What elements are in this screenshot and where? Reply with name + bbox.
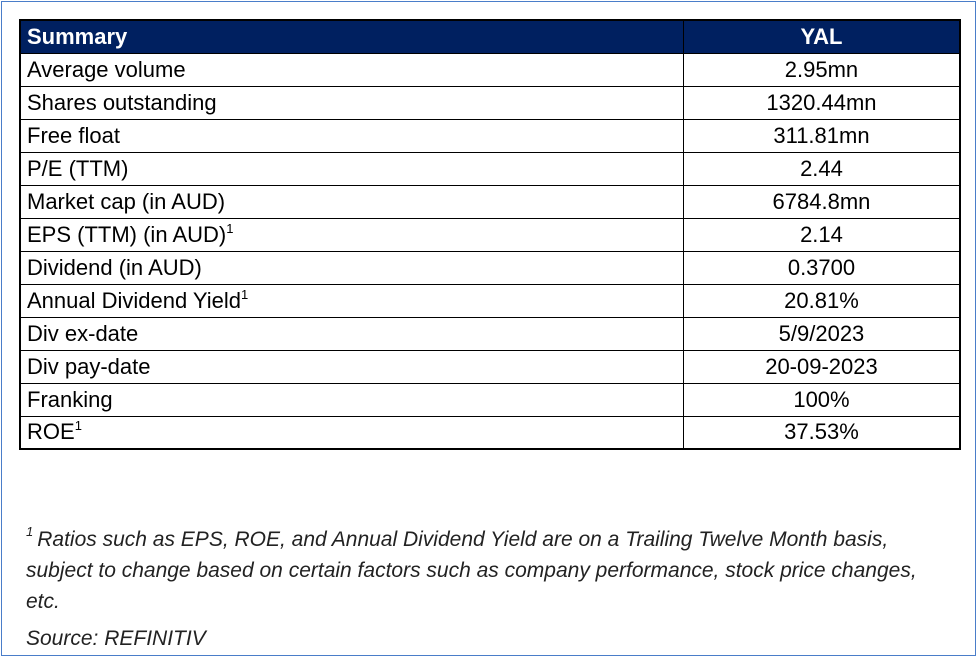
row-value: 20.81% bbox=[682, 283, 961, 318]
source-note: Source: REFINITIV bbox=[26, 627, 206, 650]
footnote-ref: 1 bbox=[74, 418, 82, 434]
table-row: Market cap (in AUD) 6784.8mn bbox=[18, 184, 961, 219]
row-label: Average volume bbox=[18, 52, 684, 87]
row-label-text: Dividend (in AUD) bbox=[27, 254, 202, 280]
footnote-text: Ratios such as EPS, ROE, and Annual Divi… bbox=[26, 528, 917, 613]
row-label-text: ROE bbox=[27, 419, 75, 445]
row-label: Shares outstanding bbox=[18, 85, 684, 120]
row-value: 311.81mn bbox=[682, 118, 961, 153]
row-value: 6784.8mn bbox=[682, 184, 961, 219]
row-label-text: EPS (TTM) (in AUD) bbox=[27, 221, 227, 247]
row-label: Annual Dividend Yield1 bbox=[18, 283, 684, 318]
row-label-text: Franking bbox=[27, 386, 113, 412]
row-label: Market cap (in AUD) bbox=[18, 184, 684, 219]
row-label-text: Market cap (in AUD) bbox=[27, 188, 226, 214]
table-row: ROE1 37.53% bbox=[18, 415, 961, 450]
row-label-text: Average volume bbox=[27, 56, 186, 82]
row-value: 2.14 bbox=[682, 217, 961, 252]
row-value: 2.95mn bbox=[682, 52, 961, 87]
row-label: EPS (TTM) (in AUD)1 bbox=[18, 217, 684, 252]
table-header-row: Summary YAL bbox=[18, 19, 961, 54]
table-row: Shares outstanding 1320.44mn bbox=[18, 85, 961, 120]
row-label: Franking bbox=[18, 382, 684, 417]
table-row: Annual Dividend Yield1 20.81% bbox=[18, 283, 961, 318]
header-ticker: YAL bbox=[682, 19, 961, 54]
row-label-text: Free float bbox=[27, 122, 120, 148]
table-row: Div ex-date 5/9/2023 bbox=[18, 316, 961, 351]
row-label-text: Shares outstanding bbox=[27, 89, 217, 115]
row-label-text: Div pay-date bbox=[27, 353, 151, 379]
table-row: Dividend (in AUD) 0.3700 bbox=[18, 250, 961, 285]
row-value: 5/9/2023 bbox=[682, 316, 961, 351]
row-value: 0.3700 bbox=[682, 250, 961, 285]
table-row: EPS (TTM) (in AUD)1 2.14 bbox=[18, 217, 961, 252]
footnote-ref: 1 bbox=[226, 220, 234, 236]
footnote: 1 Ratios such as EPS, ROE, and Annual Div… bbox=[26, 524, 946, 617]
row-value: 37.53% bbox=[682, 415, 961, 450]
footnote-ref: 1 bbox=[241, 286, 249, 302]
row-label: Free float bbox=[18, 118, 684, 153]
row-label: ROE1 bbox=[18, 415, 684, 450]
row-label-text: Annual Dividend Yield bbox=[27, 287, 242, 313]
row-label-text: Div ex-date bbox=[27, 320, 139, 346]
row-value: 2.44 bbox=[682, 151, 961, 186]
row-label-text: P/E (TTM) bbox=[27, 155, 129, 181]
row-label: Dividend (in AUD) bbox=[18, 250, 684, 285]
summary-table: Summary YAL Average volume 2.95mn Shares o… bbox=[18, 19, 961, 450]
footnote-marker: 1 bbox=[26, 524, 34, 539]
table-row: Free float 311.81mn bbox=[18, 118, 961, 153]
table-row: Franking 100% bbox=[18, 382, 961, 417]
header-summary: Summary bbox=[18, 19, 684, 54]
row-value: 100% bbox=[682, 382, 961, 417]
row-label: Div ex-date bbox=[18, 316, 684, 351]
table-row: P/E (TTM) 2.44 bbox=[18, 151, 961, 186]
row-value: 20-09-2023 bbox=[682, 349, 961, 384]
row-label: Div pay-date bbox=[18, 349, 684, 384]
table-row: Div pay-date 20-09-2023 bbox=[18, 349, 961, 384]
row-value: 1320.44mn bbox=[682, 85, 961, 120]
row-label: P/E (TTM) bbox=[18, 151, 684, 186]
table-row: Average volume 2.95mn bbox=[18, 52, 961, 87]
